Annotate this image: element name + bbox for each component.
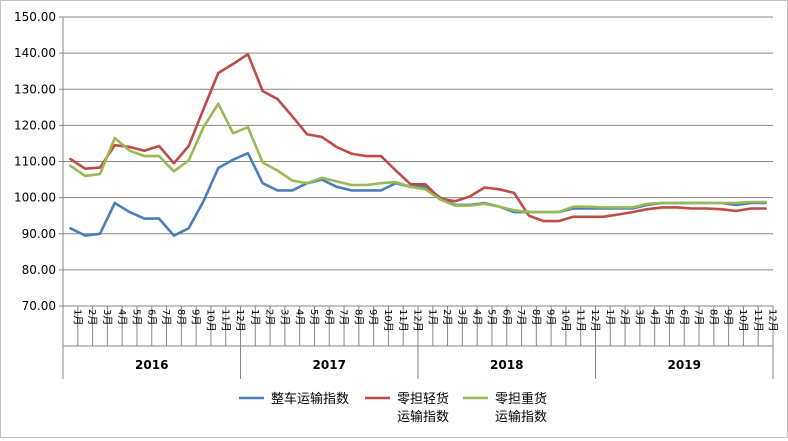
month-label: 2月	[441, 309, 453, 325]
month-label: 1月	[604, 309, 616, 325]
year-label: 2017	[313, 358, 346, 372]
series-line-2	[69, 52, 767, 223]
month-label: 2月	[619, 309, 631, 325]
month-label: 5月	[131, 309, 143, 325]
month-label: 11月	[397, 309, 409, 332]
month-label: 3月	[278, 309, 290, 325]
gridlines	[63, 16, 773, 307]
month-label: 8月	[352, 309, 364, 325]
y-tick-label: 140.00	[14, 46, 56, 60]
month-label: 7月	[515, 309, 527, 325]
month-label: 10月	[560, 309, 572, 332]
month-label: 1月	[71, 309, 83, 325]
month-label: 11月	[752, 309, 764, 332]
y-tick-label: 130.00	[14, 82, 56, 96]
month-label: 6月	[323, 309, 335, 325]
month-label: 6月	[145, 309, 157, 325]
month-label: 4月	[471, 309, 483, 325]
month-label: 8月	[707, 309, 719, 325]
y-axis: 70.00 80.00 90.00 100.00 110.00 120.00 130.00 1…	[14, 10, 64, 313]
month-label: 4月	[116, 309, 128, 325]
legend-label: 运输指数	[397, 409, 449, 425]
month-label: 5月	[486, 309, 498, 325]
month-label: 9月	[367, 309, 379, 325]
y-tick-label: 70.00	[22, 299, 56, 313]
month-label: 2月	[86, 309, 98, 325]
legend-label: 整车运输指数	[271, 391, 349, 407]
month-label: 7月	[693, 309, 705, 325]
month-label: 3月	[633, 309, 645, 325]
x-axis: 1月 2月 3月 4月 5月 6月 7月 8月 9月 10月 11月 12月 1月 2月 3月 4月 5月 6月 7…	[62, 306, 779, 379]
month-label: 12月	[767, 309, 779, 332]
month-label: 1月	[249, 309, 261, 325]
month-label: 12月	[589, 309, 601, 332]
series-lines	[69, 52, 767, 237]
month-label: 11月	[574, 309, 586, 332]
month-label: 9月	[722, 309, 734, 325]
month-label: 8月	[530, 309, 542, 325]
month-label: 3月	[101, 309, 113, 325]
month-label: 10月	[737, 309, 749, 332]
month-label: 1月	[426, 309, 438, 325]
y-tick-label: 90.00	[22, 227, 56, 241]
month-label: 10月	[205, 309, 217, 332]
month-label: 4月	[648, 309, 660, 325]
y-tick-label: 150.00	[14, 10, 56, 24]
month-label: 8月	[175, 309, 187, 325]
month-label: 3月	[456, 309, 468, 325]
year-label: 2016	[135, 358, 168, 372]
legend-label: 运输指数	[495, 409, 547, 425]
month-label: 11月	[219, 309, 231, 332]
y-tick-label: 100.00	[14, 191, 56, 205]
month-label: 9月	[190, 309, 202, 325]
month-label: 5月	[663, 309, 675, 325]
month-label: 7月	[338, 309, 350, 325]
legend-label: 零担轻货	[397, 391, 449, 407]
month-label: 6月	[500, 309, 512, 325]
year-label: 2018	[490, 358, 523, 372]
month-label: 2月	[264, 309, 276, 325]
month-label: 10月	[382, 309, 394, 332]
series-line-3	[69, 102, 767, 214]
month-label: 6月	[678, 309, 690, 325]
series-line-1	[69, 151, 767, 237]
month-label: 4月	[293, 309, 305, 325]
legend-label: 零担重货	[495, 391, 547, 407]
y-tick-label: 120.00	[14, 118, 56, 132]
y-tick-label: 80.00	[22, 263, 56, 277]
month-label: 7月	[160, 309, 172, 325]
month-label: 12月	[412, 309, 424, 332]
month-label: 9月	[545, 309, 557, 325]
month-label: 12月	[234, 309, 246, 332]
month-label: 5月	[308, 309, 320, 325]
year-label: 2019	[668, 358, 701, 372]
y-tick-label: 110.00	[14, 155, 56, 169]
